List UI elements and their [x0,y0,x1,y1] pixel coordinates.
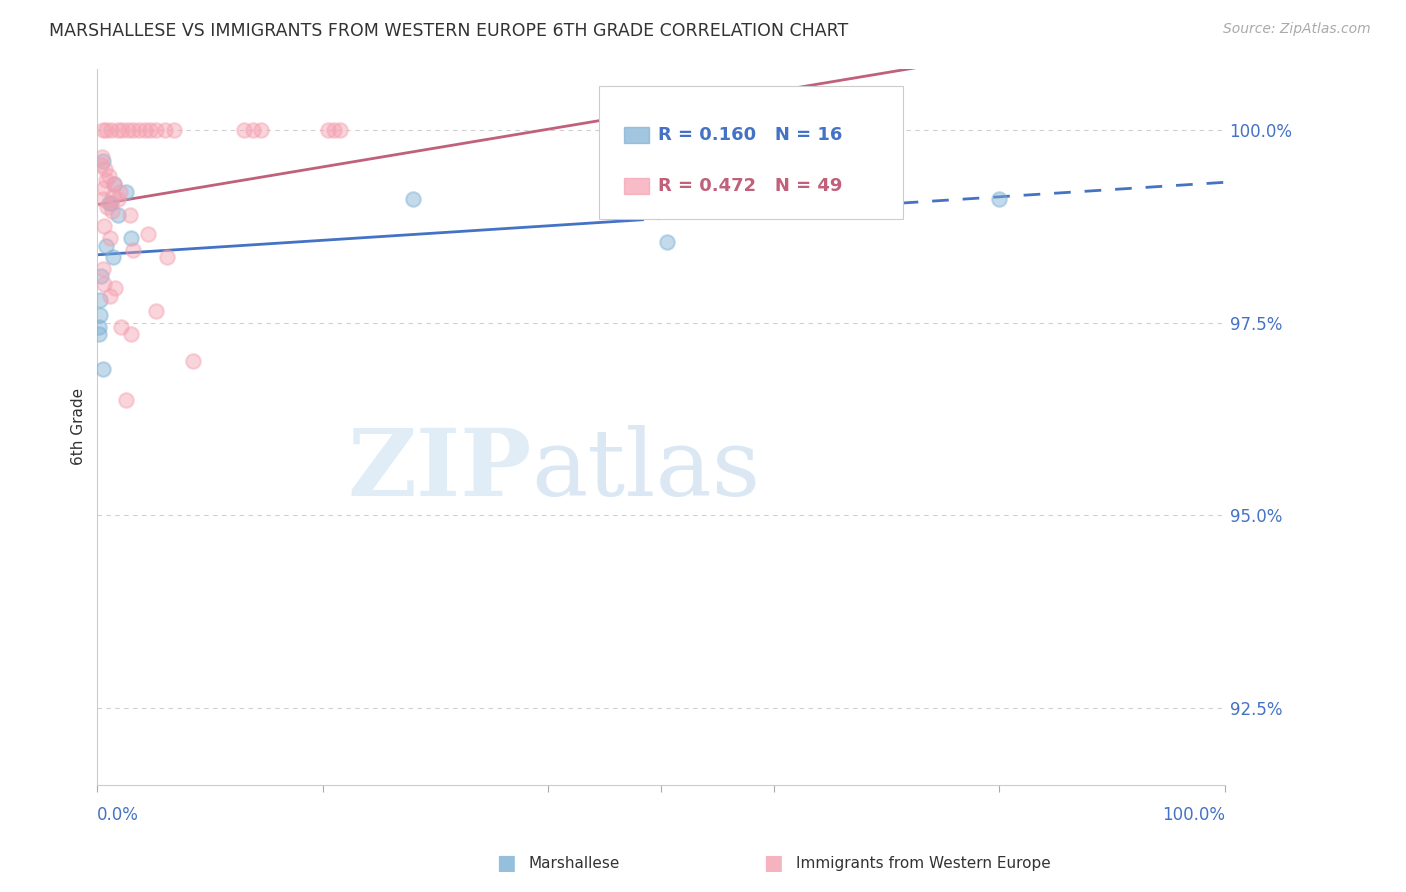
Point [96,200,118,214]
Point [318,123,340,137]
Point [101,188,124,202]
Point [100,123,122,137]
Text: ZIP: ZIP [347,425,531,515]
Point [114,185,136,199]
Point [107,208,129,222]
FancyBboxPatch shape [624,127,648,143]
Point [96,173,118,187]
Point [110,319,132,334]
Point [114,392,136,407]
Point [111,123,134,137]
Point [93,219,115,234]
Point [97,169,120,184]
Point [136,227,159,241]
Text: ■: ■ [763,854,783,873]
Point [139,123,162,137]
Point [87,319,110,334]
Point [104,281,127,295]
Point [134,123,156,137]
Point [96,238,118,252]
Point [122,123,145,137]
Point [128,123,150,137]
Point [91,193,114,207]
Point [120,231,142,245]
Point [120,327,142,342]
Point [101,250,124,264]
Text: 100.0%: 100.0% [1161,806,1225,824]
Point [181,354,204,368]
Text: 0.0%: 0.0% [97,806,139,824]
Point [156,250,179,264]
Point [122,243,145,257]
Text: Marshallese: Marshallese [529,856,620,871]
Point [103,177,125,191]
Point [655,235,678,249]
Point [153,123,176,137]
Point [91,362,114,376]
Text: MARSHALLESE VS IMMIGRANTS FROM WESTERN EUROPE 6TH GRADE CORRELATION CHART: MARSHALLESE VS IMMIGRANTS FROM WESTERN E… [49,22,848,40]
Point [107,193,129,207]
Text: ■: ■ [496,854,516,873]
Point [98,231,121,245]
Point [97,196,120,211]
Point [90,150,112,164]
Point [232,123,254,137]
Point [145,304,167,318]
Text: R = 0.160   N = 16: R = 0.160 N = 16 [658,126,842,144]
Point [988,193,1011,207]
Point [94,161,117,176]
FancyBboxPatch shape [599,87,904,219]
Text: Source: ZipAtlas.com: Source: ZipAtlas.com [1223,22,1371,37]
Point [323,123,346,137]
Text: atlas: atlas [531,425,761,515]
Text: R = 0.472   N = 49: R = 0.472 N = 49 [658,177,842,194]
Point [91,261,114,276]
Point [93,277,115,292]
Y-axis label: 6th Grade: 6th Grade [72,388,86,466]
Point [796,123,818,137]
Point [98,289,121,303]
Point [90,269,112,284]
Point [101,204,124,219]
FancyBboxPatch shape [624,178,648,194]
Point [91,153,114,168]
Point [108,185,131,199]
Text: Immigrants from Western Europe: Immigrants from Western Europe [796,856,1050,871]
Point [90,158,112,172]
Point [96,123,118,137]
Point [402,193,425,207]
Point [329,123,352,137]
Point [117,123,139,137]
Point [89,308,111,322]
Point [91,123,114,137]
Point [87,327,110,342]
Point [103,177,125,191]
Point [107,123,129,137]
Point [250,123,273,137]
Point [93,181,115,195]
Point [242,123,264,137]
Point [163,123,186,137]
Point [145,123,167,137]
Point [100,196,122,211]
Point [118,208,141,222]
Point [89,293,111,307]
